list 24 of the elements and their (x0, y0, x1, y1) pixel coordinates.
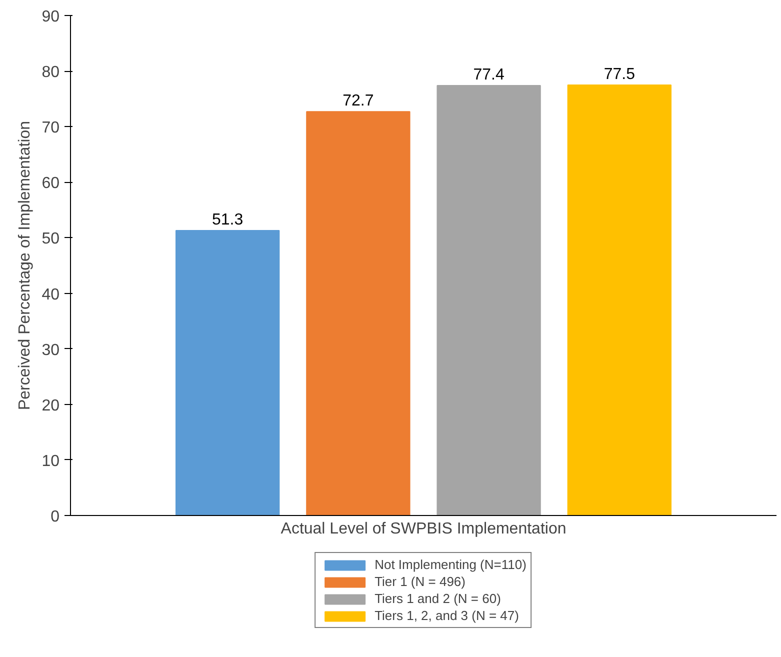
data-label: 51.3 (212, 212, 244, 228)
data-label: 77.5 (604, 66, 636, 83)
data-label: 77.4 (473, 66, 504, 84)
legend-label: Tiers 1, 2, and 3 (N = 47) (374, 608, 519, 623)
y-tick-label: 30 (42, 342, 60, 359)
bar (436, 85, 541, 516)
bar (175, 230, 280, 516)
y-tick-label: 80 (42, 64, 60, 82)
legend-label: Tier 1 (N = 496) (374, 574, 466, 589)
y-tick-label: 20 (42, 397, 60, 414)
y-tick-label: 0 (50, 508, 60, 526)
y-tick-label: 60 (42, 175, 60, 192)
y-tick-label: 50 (42, 230, 60, 248)
y-tick-label: 10 (42, 452, 60, 470)
bar (306, 111, 410, 516)
y-tick-label: 40 (42, 286, 60, 304)
y-tick-label: 70 (42, 120, 60, 137)
x-axis-title: Actual Level of SWPBIS Implementation (280, 520, 566, 538)
bar (567, 84, 672, 516)
legend-label: Tiers 1 and 2 (N = 60) (374, 591, 501, 606)
data-label: 72.7 (342, 92, 374, 110)
y-tick-label: 90 (42, 8, 60, 26)
y-axis-title: Perceived Percentage of Implementation (16, 120, 34, 410)
legend-label: Not Implementing (N=110) (374, 557, 526, 572)
